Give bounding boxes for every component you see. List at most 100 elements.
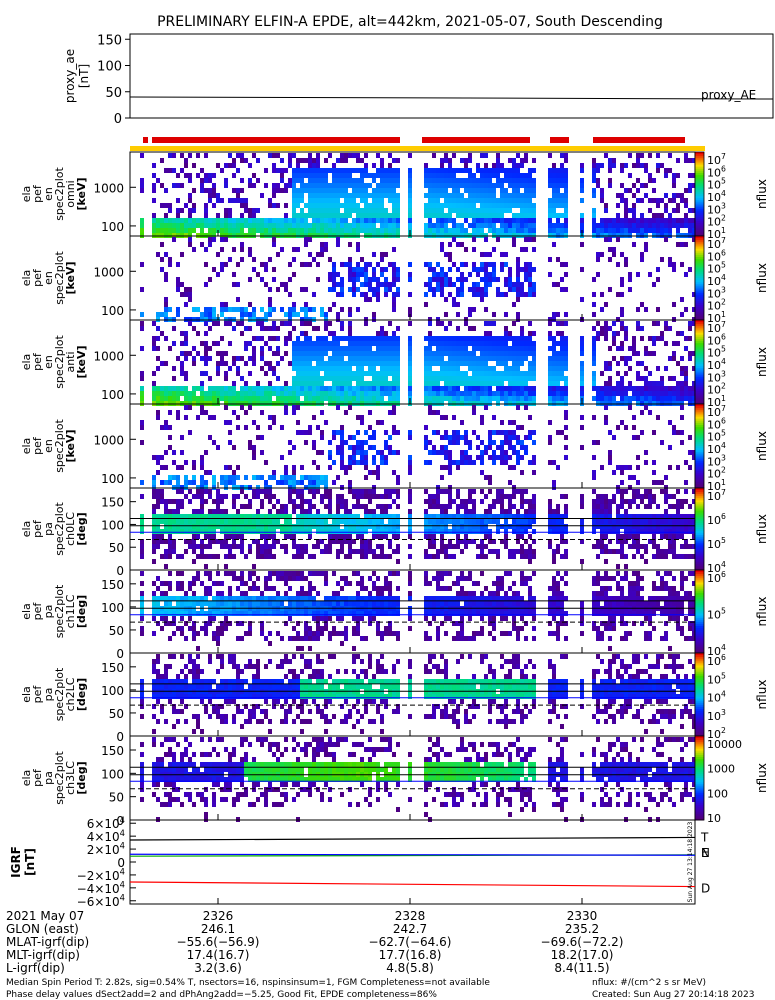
colorbar-swatch bbox=[695, 326, 704, 329]
heatmap-cell bbox=[448, 396, 452, 401]
heatmap-cell bbox=[620, 381, 624, 386]
heatmap-cell bbox=[376, 524, 380, 529]
heatmap-cell bbox=[248, 445, 252, 450]
heatmap-cell bbox=[152, 223, 156, 228]
heatmap-cell bbox=[316, 480, 320, 485]
heatmap-cell bbox=[512, 158, 516, 163]
heatmap-cell bbox=[472, 529, 476, 534]
heatmap-cell bbox=[328, 499, 332, 504]
heatmap-cell bbox=[228, 480, 232, 485]
heatmap-cell bbox=[268, 549, 272, 554]
heatmap-cell bbox=[376, 386, 380, 391]
heatmap-cell bbox=[312, 193, 316, 198]
heatmap-cell bbox=[580, 297, 584, 302]
heatmap-cell bbox=[396, 376, 400, 381]
heatmap-cell bbox=[372, 188, 376, 193]
heatmap-cell bbox=[184, 371, 188, 376]
heatmap-cell bbox=[332, 534, 336, 539]
heatmap-cell bbox=[244, 494, 248, 499]
heatmap-cell bbox=[392, 346, 396, 351]
heatmap-cell bbox=[580, 341, 584, 346]
heatmap-cell bbox=[556, 366, 560, 371]
heatmap-cell bbox=[364, 519, 368, 524]
heatmap-cell bbox=[340, 292, 344, 297]
heatmap-cell bbox=[560, 223, 564, 228]
heatmap-cell bbox=[500, 445, 504, 450]
heatmap-cell bbox=[468, 391, 472, 396]
heatmap-cell bbox=[392, 341, 396, 346]
heatmap-cell bbox=[520, 346, 524, 351]
heatmap-cell bbox=[600, 292, 604, 297]
heatmap-cell bbox=[164, 519, 168, 524]
heatmap-cell bbox=[332, 336, 336, 341]
heatmap-cell bbox=[556, 188, 560, 193]
heatmap-cell bbox=[244, 218, 248, 223]
heatmap-cell bbox=[376, 544, 380, 549]
heatmap-cell bbox=[552, 163, 556, 168]
heatmap-cell bbox=[328, 307, 332, 312]
heatmap-cell bbox=[308, 321, 312, 326]
heatmap-cell bbox=[580, 371, 584, 376]
heatmap-cell bbox=[288, 534, 292, 539]
heatmap-cell bbox=[236, 321, 240, 326]
heatmap-cell bbox=[348, 396, 352, 401]
heatmap-cell bbox=[324, 326, 328, 331]
heatmap-cell bbox=[316, 203, 320, 208]
heatmap-cell bbox=[508, 203, 512, 208]
heatmap-cell bbox=[328, 455, 332, 460]
heatmap-cell bbox=[336, 178, 340, 183]
heatmap-cell bbox=[484, 277, 488, 282]
heatmap-cell bbox=[248, 440, 252, 445]
heatmap-cell bbox=[360, 549, 364, 554]
heatmap-cell bbox=[548, 257, 552, 262]
heatmap-cell bbox=[328, 228, 332, 233]
heatmap-cell bbox=[480, 277, 484, 282]
heatmap-cell bbox=[492, 203, 496, 208]
heatmap-cell bbox=[580, 415, 584, 420]
heatmap-cell bbox=[248, 218, 252, 223]
heatmap-cell bbox=[228, 529, 232, 534]
colorbar-swatch bbox=[695, 313, 704, 317]
heatmap-cell bbox=[488, 188, 492, 193]
heatmap-cell bbox=[176, 208, 180, 213]
heatmap-cell bbox=[328, 331, 332, 336]
colorbar-swatch bbox=[695, 395, 704, 399]
heatmap-cell bbox=[512, 213, 516, 218]
heatmap-cell bbox=[492, 504, 496, 509]
heatmap-cell bbox=[340, 356, 344, 361]
heatmap-cell bbox=[368, 287, 372, 292]
heatmap-cell bbox=[664, 391, 668, 396]
heatmap-cell bbox=[432, 450, 436, 455]
heatmap-cell bbox=[160, 425, 164, 430]
heatmap-cell bbox=[472, 361, 476, 366]
heatmap-cell bbox=[524, 351, 528, 356]
heatmap-cell bbox=[260, 326, 264, 331]
heatmap-cell bbox=[272, 267, 276, 272]
heatmap-cell bbox=[480, 366, 484, 371]
heatmap-cell bbox=[376, 153, 380, 158]
colorbar-swatch bbox=[695, 299, 704, 302]
heatmap-cell bbox=[560, 287, 564, 292]
heatmap-cell bbox=[436, 262, 440, 267]
heatmap-cell bbox=[532, 282, 536, 287]
heatmap-cell bbox=[184, 386, 188, 391]
heatmap-cell bbox=[452, 223, 456, 228]
heatmap-cell bbox=[616, 237, 620, 242]
heatmap-cell bbox=[352, 346, 356, 351]
heatmap-cell bbox=[580, 381, 584, 386]
heatmap-cell bbox=[432, 356, 436, 361]
heatmap-cell bbox=[228, 430, 232, 435]
heatmap-cell bbox=[284, 410, 288, 415]
heatmap-cell bbox=[252, 312, 256, 317]
heatmap-cell bbox=[384, 183, 388, 188]
heatmap-cell bbox=[296, 519, 300, 524]
heatmap-cell bbox=[244, 326, 248, 331]
heatmap-cell bbox=[200, 391, 204, 396]
heatmap-cell bbox=[612, 341, 616, 346]
heatmap-cell bbox=[448, 346, 452, 351]
heatmap-cell bbox=[668, 213, 672, 218]
heatmap-cell bbox=[276, 223, 280, 228]
heatmap-cell bbox=[520, 173, 524, 178]
y-tick-label: 0 bbox=[114, 112, 122, 127]
heatmap-cell bbox=[564, 287, 568, 292]
